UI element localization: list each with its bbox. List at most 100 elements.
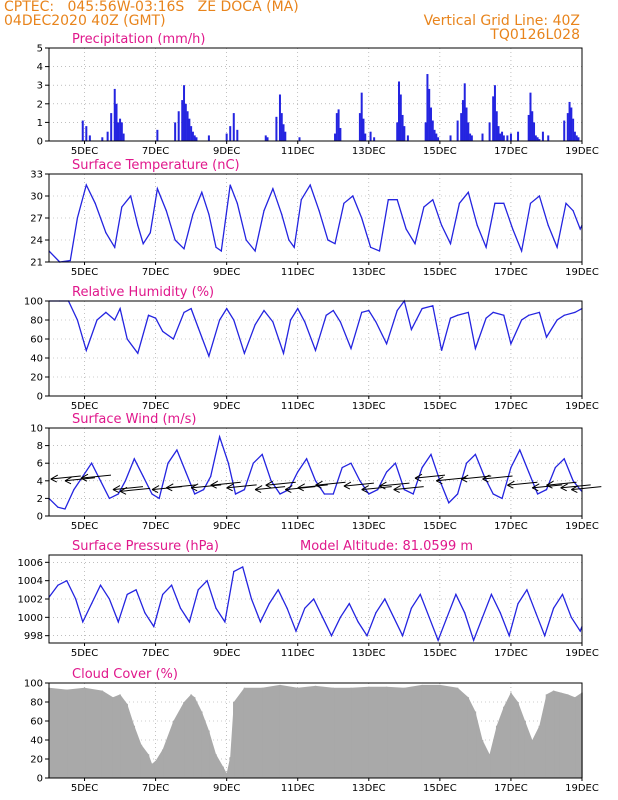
- x-tick-label: 15DEC: [423, 267, 457, 278]
- precip-bar: [190, 126, 193, 141]
- precip-bar: [529, 92, 532, 141]
- pressure-point: [322, 616, 324, 618]
- wind-arrow: [254, 485, 286, 494]
- rh-point: [114, 319, 116, 321]
- temp-point: [309, 184, 311, 186]
- temp-point: [192, 213, 194, 215]
- y-tick-label: 1004: [18, 576, 43, 587]
- wind-arrow: [361, 485, 392, 494]
- precip-bar: [534, 135, 537, 141]
- pressure-point: [437, 639, 439, 641]
- temp-point: [572, 210, 574, 212]
- precip-bar: [463, 83, 466, 141]
- wind-point: [57, 506, 59, 508]
- precip-bar: [232, 113, 235, 141]
- y-tick-label: 40: [30, 736, 43, 747]
- precip-bar: [506, 135, 509, 141]
- pressure-point: [215, 607, 217, 609]
- precip-bar: [191, 131, 194, 141]
- pressure-point: [473, 639, 475, 641]
- precip-bar: [335, 113, 338, 141]
- rh-point: [467, 311, 469, 313]
- temp-point: [378, 250, 381, 252]
- precip-bar: [106, 131, 109, 141]
- precip-bar: [449, 135, 452, 141]
- precip-bar: [568, 101, 571, 141]
- precip-bar: [495, 111, 498, 141]
- precip-bar: [298, 137, 301, 141]
- precip-bar: [577, 137, 580, 141]
- pressure-point: [162, 593, 164, 596]
- y-tick-label: 100: [24, 679, 43, 690]
- y-tick-label: 1: [37, 118, 43, 129]
- rh-point: [449, 317, 452, 319]
- wind-point: [545, 489, 548, 491]
- x-tick-label: 17DEC: [494, 146, 528, 157]
- rh-point: [105, 311, 107, 313]
- y-tick-label: 80: [30, 316, 43, 327]
- wind-frame: [48, 427, 583, 517]
- wind-point: [510, 467, 512, 469]
- wind-point: [457, 493, 459, 495]
- x-tick-label: 13DEC: [352, 146, 386, 157]
- precip-bar: [429, 107, 432, 141]
- x-tick-label: 15DEC: [423, 401, 457, 412]
- x-tick-label: 5DEC: [71, 783, 98, 794]
- precip-bar: [406, 135, 409, 141]
- temp-point: [529, 202, 532, 204]
- precip-bar: [101, 137, 104, 141]
- precip-bar: [207, 135, 210, 141]
- precip-bar: [174, 122, 177, 141]
- wind-arrow: [532, 483, 563, 492]
- wind-point: [142, 475, 144, 477]
- wind-point: [492, 493, 494, 495]
- rh-panel: 0 20 40 60 80 100 5DEC 7DEC 9DEC 11DEC 13DEC 15DEC 1…: [24, 285, 599, 412]
- wind-point: [572, 480, 574, 482]
- wind-arrow: [285, 485, 316, 494]
- wind-arrow: [393, 485, 424, 494]
- precip-panel: 0 1 2 3 4 5 5DEC 7DEC 9DEC 11DEC 13DEC 15DEC 17DEC 19…: [37, 32, 599, 157]
- x-tick-label: 19DEC: [565, 783, 599, 794]
- precip-bar: [570, 107, 573, 141]
- x-tick-label: 19DEC: [565, 401, 599, 412]
- precip-bar: [538, 139, 541, 141]
- precip-bar: [85, 126, 88, 141]
- precip-bar: [531, 111, 534, 141]
- precip-bar: [115, 103, 118, 141]
- wind-point: [99, 480, 102, 482]
- pressure-point: [188, 621, 190, 623]
- temp-point: [352, 195, 354, 197]
- rh-point: [197, 327, 199, 329]
- temp-point: [467, 191, 469, 193]
- pressure-point: [313, 598, 315, 600]
- precip-bar: [517, 131, 520, 141]
- temp-point: [220, 250, 222, 252]
- wind-arrow: [507, 480, 538, 489]
- temp-point: [432, 199, 434, 201]
- precip-bar: [460, 113, 463, 141]
- wind-arrow: [166, 483, 197, 492]
- temp-point: [156, 188, 158, 190]
- rh-point: [563, 314, 565, 316]
- wind-point: [91, 462, 93, 464]
- temp-point: [556, 246, 558, 248]
- cloud-frame: [48, 682, 583, 779]
- wind-point: [243, 489, 246, 491]
- temp-point: [201, 191, 203, 193]
- wind-point: [151, 493, 153, 495]
- temp-point: [361, 217, 363, 219]
- rh-point: [556, 319, 558, 321]
- wind-arrow: [546, 480, 577, 489]
- temp-point: [476, 224, 478, 226]
- precip-bar: [195, 137, 198, 141]
- wind-arrow: [343, 481, 374, 490]
- precip-bar: [110, 113, 113, 141]
- wind-arrow: [297, 483, 328, 492]
- pressure-point: [91, 602, 93, 605]
- pressure-point: [446, 616, 448, 618]
- rh-point: [510, 343, 512, 345]
- y-tick-label: 60: [30, 335, 43, 346]
- temp-point: [236, 202, 238, 204]
- pressure-point: [464, 612, 466, 614]
- wind-point: [474, 453, 476, 455]
